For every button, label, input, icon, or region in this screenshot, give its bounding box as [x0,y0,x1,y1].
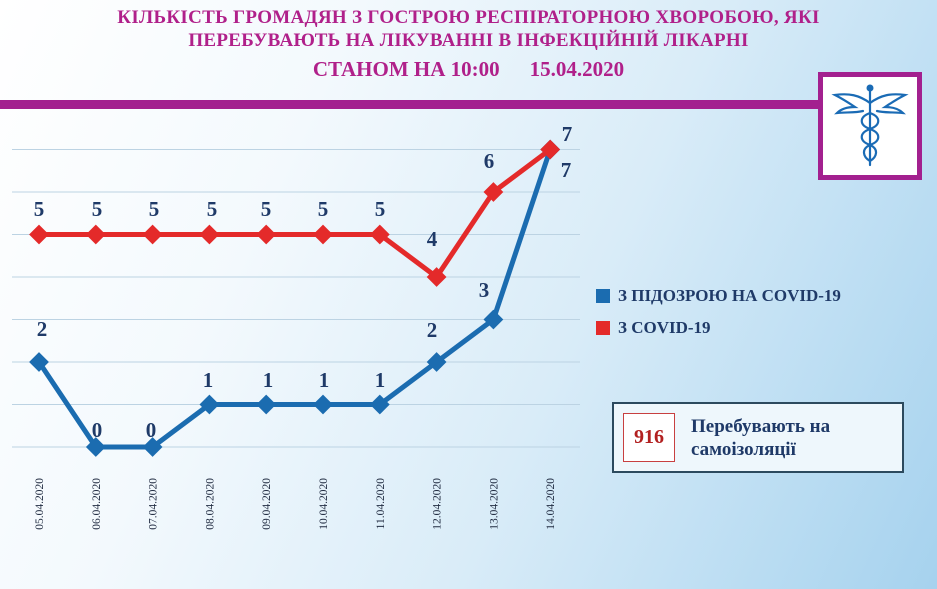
data-point-covid [29,224,49,245]
self-isolation-box: 916 Перебувають на самоізоляції [612,402,904,473]
data-label-covid: 5 [261,197,272,221]
legend-item-suspected: З ПІДОЗРОЮ НА COVID-19 [596,286,841,306]
caduceus-icon [831,84,909,167]
data-point-covid [256,224,277,245]
data-label-covid: 5 [375,197,386,221]
data-label-covid: 5 [207,197,218,221]
data-label-covid: 5 [149,197,160,221]
data-point-covid [369,224,390,245]
data-point-suspected [199,394,220,415]
status-label: СТАНОМ НА 10:00 [312,57,500,81]
x-tick-label: 10.04.2020 [318,478,330,530]
data-label-suspected: 1 [375,368,386,392]
legend-label-covid: З COVID-19 [618,318,711,337]
data-label-suspected: 7 [561,158,572,182]
x-tick-label: 09.04.2020 [261,478,273,530]
title-line-1: КІЛЬКІСТЬ ГРОМАДЯН З ГОСТРОЮ РЕСПІРАТОРН… [117,7,820,28]
data-label-suspected: 1 [263,368,274,392]
data-label-suspected: 1 [203,368,214,392]
chart-legend: З ПІДОЗРОЮ НА COVID-19 З COVID-19 [596,286,841,350]
x-tick-label: 12.04.2020 [432,478,444,530]
title-line-2: ПЕРЕБУВАЮТЬ НА ЛІКУВАННІ В ІНФЕКЦІЙНІЙ Л… [188,30,749,51]
data-label-covid: 4 [427,227,438,251]
data-label-covid: 6 [484,149,495,173]
data-point-covid [142,224,163,245]
x-tick-label: 06.04.2020 [91,478,103,530]
data-point-covid [483,182,504,202]
data-point-suspected [29,352,49,372]
legend-item-covid: З COVID-19 [596,318,841,338]
data-point-suspected [313,394,333,415]
data-label-covid: 5 [92,197,103,221]
x-tick-label: 07.04.2020 [148,478,160,530]
medical-logo [818,72,922,180]
data-point-suspected [256,394,277,415]
data-label-suspected: 2 [427,318,438,342]
data-point-covid [426,267,447,287]
x-tick-label: 13.04.2020 [488,478,500,530]
self-isolation-count: 916 [623,413,675,462]
data-point-suspected [142,437,163,457]
x-tick-label: 14.04.2020 [545,478,557,530]
legend-swatch-covid [596,321,610,335]
series-line-covid [39,147,552,280]
data-label-suspected: 0 [92,418,103,442]
legend-label-suspected: З ПІДОЗРОЮ НА COVID-19 [618,286,841,305]
x-tick-label: 05.04.2020 [34,478,46,530]
data-label-suspected: 0 [146,418,157,442]
data-label-suspected: 1 [319,368,330,392]
data-point-suspected [483,309,504,330]
x-tick-label: 08.04.2020 [204,478,216,530]
chart-title: КІЛЬКІСТЬ ГРОМАДЯН З ГОСТРОЮ РЕСПІРАТОРН… [0,6,937,82]
status-line: СТАНОМ НА 10:00 15.04.2020 [0,56,937,82]
data-point-covid [199,224,220,245]
data-label-covid: 5 [318,197,329,221]
status-date: 15.04.2020 [529,57,625,81]
self-isolation-label: Перебувають на самоізоляції [691,416,831,460]
data-label-suspected: 2 [37,317,48,341]
data-point-covid [313,224,333,245]
data-point-suspected [369,394,390,415]
series-line-suspected [36,148,553,450]
data-point-suspected [426,352,447,372]
data-point-suspected [85,437,106,457]
x-tick-label: 11.04.2020 [375,478,387,530]
data-label-suspected: 3 [479,278,490,302]
data-label-covid: 7 [562,122,573,146]
legend-swatch-suspected [596,289,610,303]
header-divider-bar [0,100,825,109]
data-point-covid [85,224,106,245]
data-label-covid: 5 [34,197,45,221]
